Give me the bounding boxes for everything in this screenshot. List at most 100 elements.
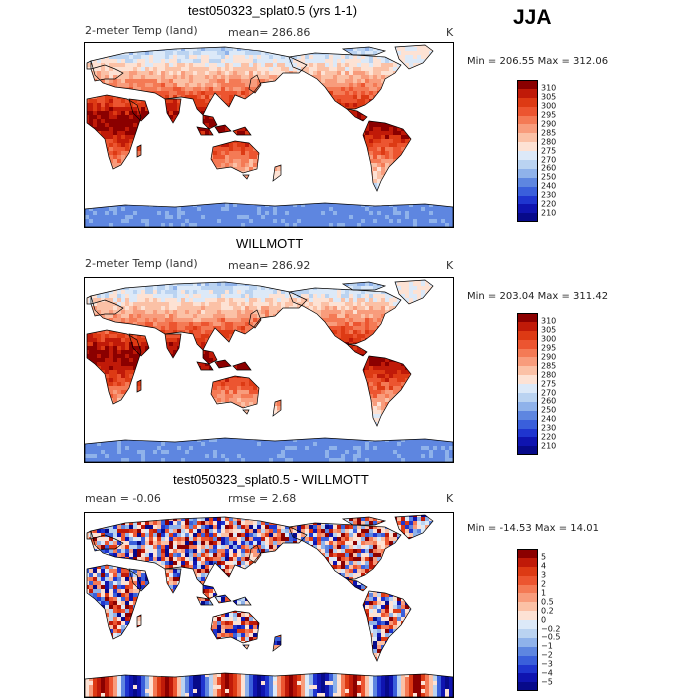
panel3-mean: mean = -0.06 xyxy=(85,492,161,505)
colorbar-swatch xyxy=(517,142,538,152)
season-label: JJA xyxy=(513,6,552,29)
colorbar-swatch xyxy=(517,602,538,612)
colorbar-tick-label: 4 xyxy=(541,561,547,571)
colorbar-bin: 300 xyxy=(517,97,556,110)
colorbar-bin: 310 xyxy=(517,80,556,92)
colorbar-tick-label: 0.5 xyxy=(541,597,554,607)
panel2-title: WILLMOTT xyxy=(236,236,304,251)
colorbar-bin: 1 xyxy=(517,584,560,597)
colorbar-bin: 285 xyxy=(517,124,556,137)
colorbar-tick-label: 230 xyxy=(541,190,557,200)
coastline-newzealand xyxy=(272,399,282,417)
coastline-ukgb xyxy=(86,530,92,540)
colorbar-tick-label: 305 xyxy=(541,325,557,335)
colorbar-swatch xyxy=(517,393,538,402)
panel2-range: Min = 203.04 Max = 311.42 xyxy=(467,291,609,302)
colorbar-tick-label: 275 xyxy=(541,379,557,389)
colorbar-swatch xyxy=(517,80,538,89)
coastline-antarctica xyxy=(85,672,453,697)
colorbar-bin: 2 xyxy=(517,575,560,588)
colorbar-bin: 260 xyxy=(517,393,556,405)
coastline-arabia xyxy=(128,98,150,122)
colorbar-swatch xyxy=(517,629,538,638)
coastline-southamerica xyxy=(362,355,412,427)
colorbar-swatch xyxy=(517,549,538,558)
colorbar-tick-label: 240 xyxy=(541,414,557,424)
panel1-map-svg xyxy=(85,44,453,227)
coastline-europe xyxy=(90,64,124,82)
panel3-rmse: rmse = 2.68 xyxy=(228,492,297,505)
coastline-northamerica xyxy=(288,287,402,345)
coastline-arabia xyxy=(128,568,150,592)
colorbar-bin: 0.2 xyxy=(517,602,560,615)
colorbar-swatch xyxy=(517,204,538,214)
coastline-seasia xyxy=(202,349,218,365)
colorbar-bin: 270 xyxy=(517,384,556,397)
coastline-india xyxy=(164,333,182,359)
colorbar-tick-label: 230 xyxy=(541,423,557,433)
panel1-colorbar: 310 305 300 295 290 285 280 275 270 260 250 240 230 2… xyxy=(517,80,557,223)
colorbar-swatch xyxy=(517,446,538,456)
colorbar-bin: 220 xyxy=(517,428,556,441)
coastline-centralam xyxy=(345,578,368,592)
colorbar-swatch xyxy=(517,186,538,196)
panel3-units: K xyxy=(446,492,454,505)
coastline-greenland xyxy=(394,514,434,540)
coastline-japan xyxy=(248,309,262,329)
colorbar-tick-label: 290 xyxy=(541,352,557,362)
colorbar-swatch xyxy=(517,97,538,107)
coastline-seasia xyxy=(202,114,218,130)
colorbar-swatch xyxy=(517,151,538,161)
colorbar-tick-label: 5 xyxy=(541,552,547,562)
colorbar-bin: 0.5 xyxy=(517,593,560,606)
colorbar-tick-label: 260 xyxy=(541,396,557,406)
coastline-australia xyxy=(210,375,260,409)
coastline-madagascar xyxy=(136,144,142,158)
colorbar-tick-label: 260 xyxy=(541,163,557,173)
colorbar-tick-label: 285 xyxy=(541,128,557,138)
panel1-mean: mean= 286.86 xyxy=(228,26,311,39)
colorbar-bin: 280 xyxy=(517,366,556,379)
colorbar-bin: 280 xyxy=(517,133,556,146)
coastline-australia xyxy=(210,140,260,174)
coastline-tasmania xyxy=(242,644,250,650)
colorbar-tick-label: 295 xyxy=(541,110,557,120)
colorbar-swatch xyxy=(517,410,538,420)
coastline-tasmania xyxy=(242,174,250,180)
coastline-madagascar xyxy=(136,379,142,393)
colorbar-tick-label: 250 xyxy=(541,405,557,415)
coastline-japan xyxy=(248,544,262,564)
colorbar-bin: 270 xyxy=(517,151,556,164)
colorbar-bin: 295 xyxy=(517,106,556,119)
coastline-madagascar xyxy=(136,614,142,628)
colorbar-bin: 300 xyxy=(517,330,556,343)
coastline-africa xyxy=(86,329,142,405)
colorbar-swatch xyxy=(517,566,538,576)
colorbar-tick-label: 0.2 xyxy=(541,606,554,616)
colorbar-swatch xyxy=(517,177,538,187)
colorbar-tick-label: 240 xyxy=(541,181,557,191)
colorbar-swatch xyxy=(517,655,538,665)
colorbar-tick-label: 220 xyxy=(541,432,557,442)
panel2-units: K xyxy=(446,259,454,272)
coastline-southamerica xyxy=(362,590,412,662)
colorbar-tick-label: 305 xyxy=(541,92,557,102)
colorbar-swatch xyxy=(517,313,538,322)
colorbar-tick-label: 210 xyxy=(541,441,557,451)
colorbar-swatch xyxy=(517,168,538,178)
colorbar-tick-label: 280 xyxy=(541,370,557,380)
colorbar-bin: 285 xyxy=(517,357,556,370)
colorbar-tick-label: 300 xyxy=(541,101,557,111)
coastline-europe xyxy=(90,534,124,552)
colorbar-swatch xyxy=(517,584,538,594)
colorbar-bin: 220 xyxy=(517,195,556,208)
colorbar-swatch xyxy=(517,339,538,349)
colorbar-swatch xyxy=(517,637,538,647)
colorbar-swatch xyxy=(517,321,538,331)
colorbar-swatch xyxy=(517,115,538,125)
colorbar-bin: 230 xyxy=(517,186,556,199)
colorbar-tick-label: 300 xyxy=(541,334,557,344)
coastline-canadaisl xyxy=(341,281,387,291)
colorbar-tick-label: 295 xyxy=(541,343,557,353)
colorbar-bin: 210 xyxy=(517,204,556,217)
